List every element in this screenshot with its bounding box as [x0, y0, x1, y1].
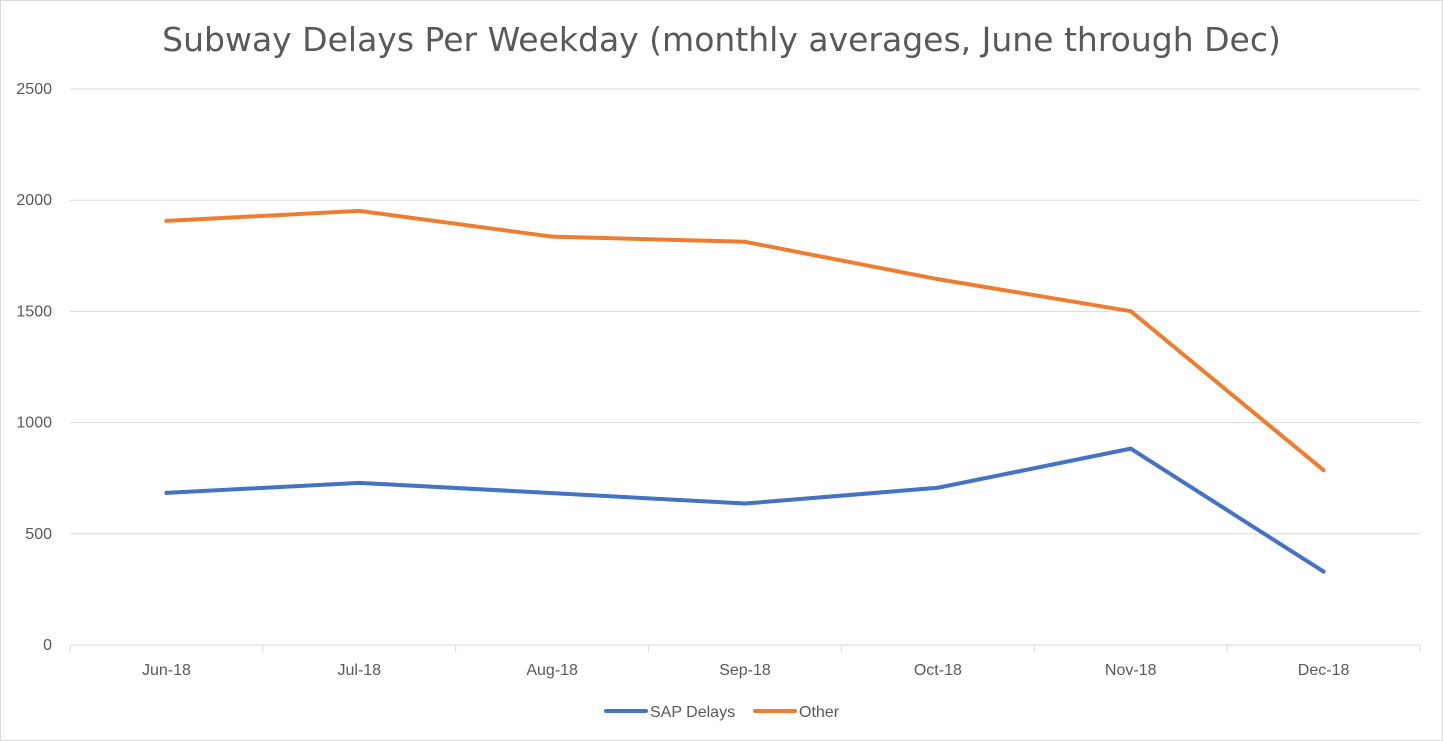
data-point-other — [1321, 468, 1326, 473]
data-point-other — [357, 208, 362, 213]
legend-label-other: Other — [799, 704, 840, 721]
x-tick-label: Aug-18 — [526, 662, 578, 679]
series-line-other — [164, 208, 1326, 473]
data-point-other — [935, 277, 940, 282]
data-point-sap-delays — [164, 490, 169, 495]
x-tick-label: Jul-18 — [337, 662, 381, 679]
y-axis: 0 500 1000 1500 2000 2500 — [16, 81, 52, 654]
data-point-sap-delays — [357, 480, 362, 485]
series-lines — [164, 208, 1326, 574]
legend-label-sap-delays: SAP Delays — [650, 704, 735, 721]
y-tick-label: 2000 — [16, 192, 52, 209]
gridlines — [70, 88, 1420, 535]
legend: SAP Delays Other — [604, 704, 840, 721]
data-point-other — [164, 218, 169, 223]
y-tick-label: 1000 — [16, 415, 52, 432]
series-line-sap-delays — [164, 446, 1326, 574]
data-point-other — [1128, 309, 1133, 314]
data-point-other — [743, 239, 747, 244]
data-point-other — [550, 234, 555, 239]
data-point-sap-delays — [550, 491, 555, 496]
data-point-sap-delays — [743, 501, 747, 506]
x-tick-label: Nov-18 — [1105, 662, 1157, 679]
x-tick-label: Sep-18 — [719, 662, 771, 679]
y-tick-label: 0 — [43, 637, 52, 654]
chart-title: Subway Delays Per Weekday (monthly avera… — [162, 20, 1281, 59]
data-point-sap-delays — [935, 485, 940, 490]
x-tick-label: Oct-18 — [914, 662, 962, 679]
x-axis: Jun-18 Jul-18 Aug-18 Sep-18 Oct-18 Nov-18 Dec-… — [69, 644, 1421, 679]
data-point-sap-delays — [1128, 446, 1133, 451]
y-tick-label: 1500 — [16, 303, 52, 320]
x-tick-label: Jun-18 — [142, 662, 191, 679]
y-tick-label: 2500 — [16, 81, 52, 98]
y-tick-label: 500 — [25, 526, 52, 543]
data-point-sap-delays — [1321, 569, 1326, 574]
x-tick-label: Dec-18 — [1298, 662, 1350, 679]
